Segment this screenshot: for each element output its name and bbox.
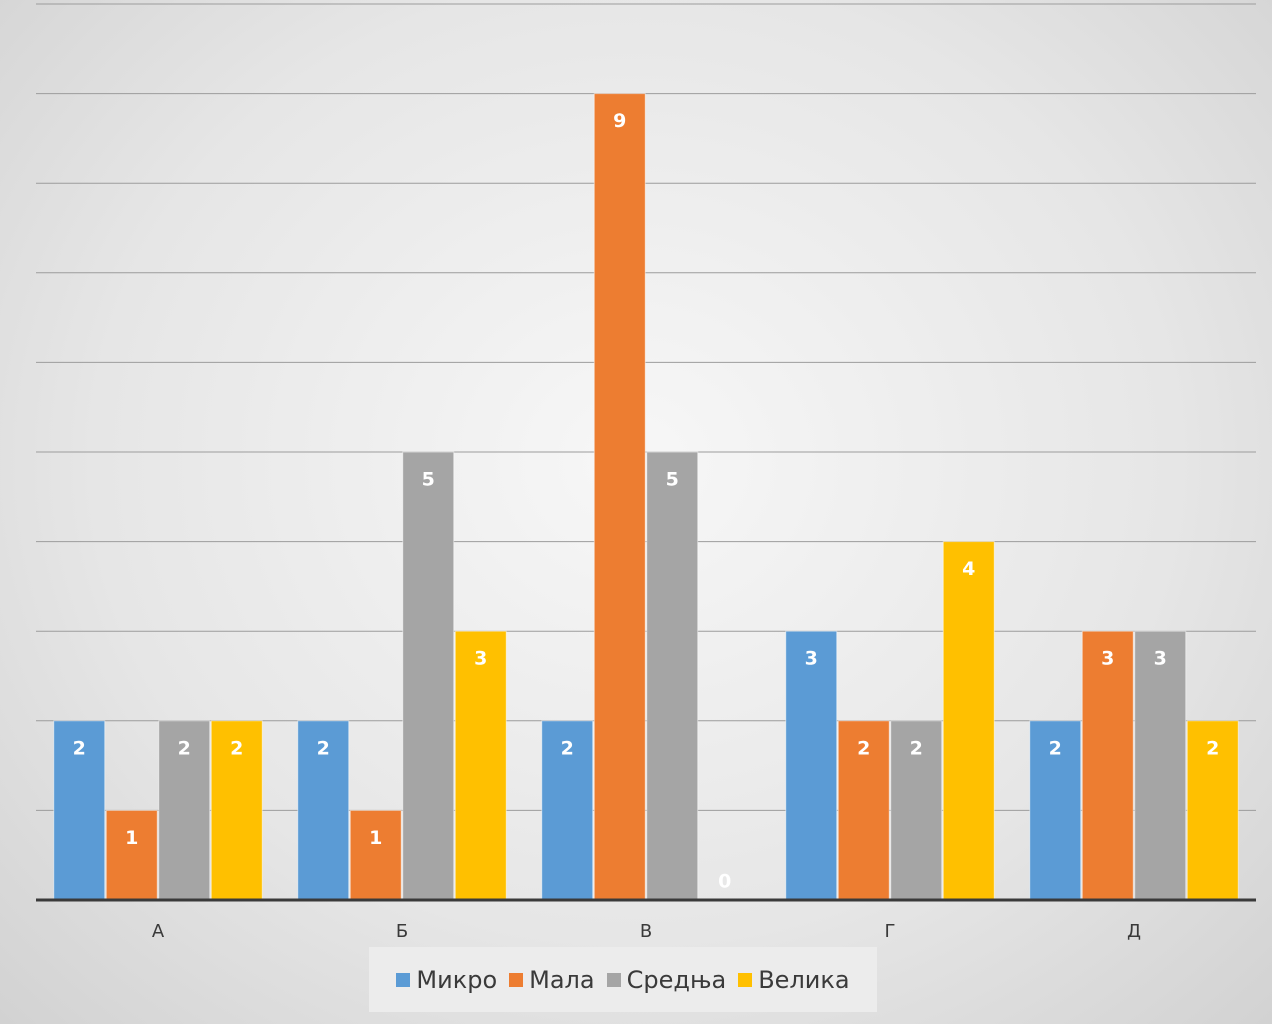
legend: Микро Мала Средња Велика (369, 947, 877, 1012)
legend-item: Средња (606, 965, 727, 994)
x-tick-label: Б (396, 921, 408, 942)
bar (158, 720, 211, 901)
bars (53, 93, 1239, 901)
bar (837, 720, 890, 901)
legend-label: Велика (758, 965, 850, 994)
legend-background (369, 947, 877, 1012)
bar (890, 720, 943, 901)
bar (593, 93, 646, 901)
legend-swatch (738, 972, 753, 987)
data-label: 3 (474, 648, 487, 670)
x-tick-label: Д (1127, 921, 1141, 942)
legend-swatch (396, 972, 411, 987)
data-label: 1 (369, 827, 382, 849)
legend-item: Мала (509, 965, 595, 994)
data-label: 1 (125, 827, 138, 849)
bar (349, 809, 402, 901)
data-label: 2 (73, 737, 86, 759)
legend-label: Микро (416, 965, 498, 994)
bar (541, 720, 594, 901)
bar (1186, 720, 1239, 901)
data-label: 2 (561, 737, 574, 759)
data-label: 5 (666, 469, 679, 491)
gridlines (36, 3, 1256, 811)
x-tick-label: Г (885, 921, 896, 942)
data-label: 0 (718, 871, 731, 893)
bar (646, 451, 699, 901)
data-label: 5 (422, 469, 435, 491)
legend-swatch (606, 972, 621, 987)
data-label: 3 (1154, 648, 1167, 670)
legend-item: Микро (396, 966, 497, 994)
data-label: 2 (178, 737, 191, 759)
data-label: 4 (962, 558, 975, 580)
data-labels: 2 1 2 2 2 1 5 3 2 9 5 0 3 2 2 4 2 3 3 2 (73, 110, 1220, 892)
data-label: 3 (805, 648, 818, 670)
bar (402, 451, 455, 901)
bar (1134, 630, 1187, 901)
data-label: 2 (1049, 737, 1062, 759)
bar (297, 720, 350, 901)
data-label: 2 (857, 737, 870, 759)
bar (1081, 630, 1134, 901)
bar (785, 630, 838, 901)
data-label: 2 (230, 737, 243, 759)
x-tick-label: В (640, 921, 652, 942)
legend-item: Велика (738, 965, 850, 994)
bar (105, 809, 158, 901)
x-axis: А Б В Г Д (36, 898, 1256, 942)
bar (942, 541, 995, 901)
bar (1029, 720, 1082, 901)
data-label: 2 (1206, 737, 1219, 759)
data-label: 2 (910, 737, 923, 759)
data-label: 3 (1101, 648, 1114, 670)
legend-label: Средња (626, 965, 727, 994)
data-label: 2 (317, 737, 330, 759)
legend-label: Мала (529, 965, 595, 994)
legend-swatch (509, 972, 524, 987)
x-tick-label: А (152, 921, 165, 942)
bar (53, 720, 106, 901)
data-label: 9 (613, 110, 626, 132)
bar (454, 630, 507, 901)
